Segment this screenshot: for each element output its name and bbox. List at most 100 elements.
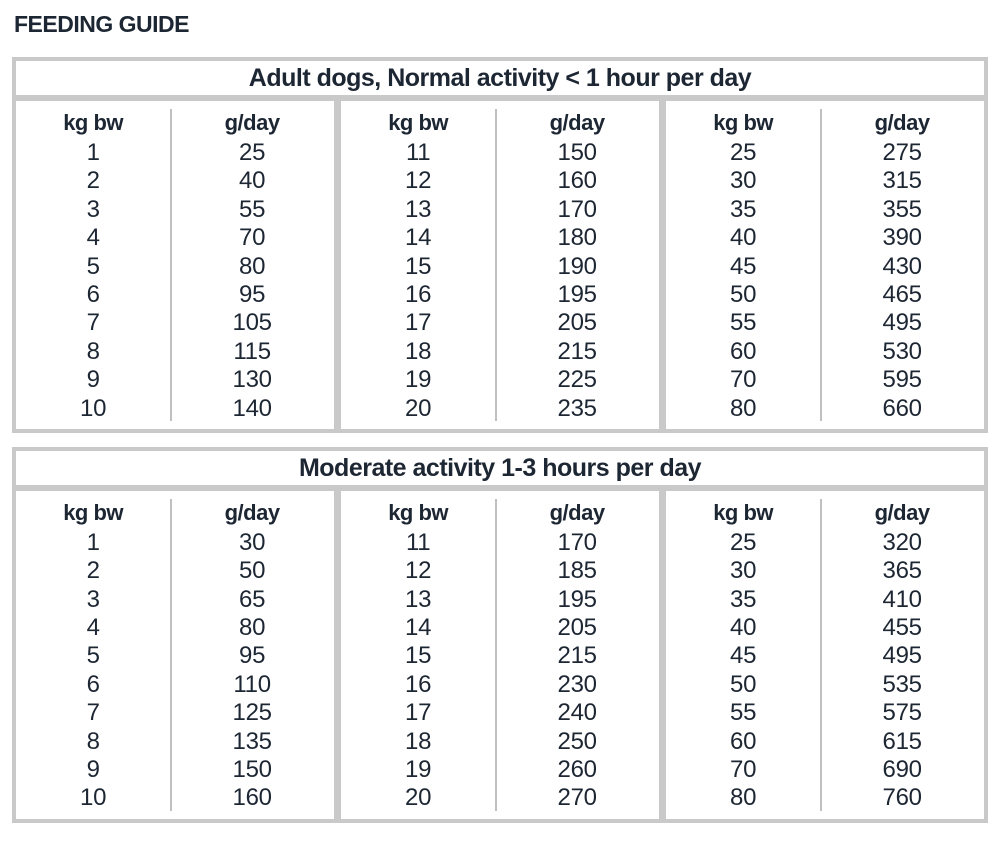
weight-column: kg bw 11 12 13 14 15 16 17 18 19 20: [341, 497, 495, 813]
weight-cell: 50: [730, 280, 757, 308]
amount-cell: 205: [557, 309, 597, 337]
amount-cell: 495: [882, 642, 922, 670]
table-block: kg bw 1 2 3 4 5 6 7 8 9 10 g/day 25 40 55 70 80 95 105 115 1…: [16, 101, 334, 429]
weight-cell: 5: [86, 252, 100, 280]
amount-cell: 70: [239, 224, 266, 252]
weight-cell: 15: [405, 252, 432, 280]
weight-cell: 13: [405, 195, 432, 223]
table-body: kg bw 1 2 3 4 5 6 7 8 9 10 g/day 25 40 55 70 80 95 105 115 1…: [16, 101, 984, 429]
amount-cell: 65: [239, 585, 266, 613]
column-header-amount: g/day: [874, 499, 930, 525]
weight-column: kg bw 1 2 3 4 5 6 7 8 9 10: [16, 497, 170, 813]
table-block: kg bw 11 12 13 14 15 16 17 18 19 20 g/day 170 185 195 2…: [341, 490, 659, 819]
amount-cell: 50: [239, 557, 266, 585]
weight-cell: 35: [730, 195, 757, 223]
amount-column: g/day 30 50 65 80 95 110 125 135 150 160: [170, 497, 334, 813]
amount-cell: 150: [557, 139, 597, 166]
amount-cell: 140: [232, 394, 272, 422]
weight-column: kg bw 1 2 3 4 5 6 7 8 9 10: [16, 107, 170, 423]
amount-cell: 215: [557, 642, 597, 670]
amount-cell: 270: [557, 784, 597, 812]
amount-cell: 125: [232, 699, 272, 727]
weight-column: kg bw 25 30 35 40 45 50 55 60 70 80: [666, 107, 820, 423]
weight-cell: 11: [405, 528, 431, 556]
amount-column: g/day 150 160 170 180 190 195 205 215 225 235: [495, 107, 659, 423]
weight-cell: 40: [730, 614, 757, 642]
weight-cell: 11: [405, 139, 431, 166]
amount-cell: 30: [239, 528, 266, 556]
amount-cell: 615: [882, 727, 922, 755]
weight-cell: 14: [405, 224, 432, 252]
weight-cell: 19: [405, 366, 432, 394]
weight-cell: 10: [80, 394, 107, 422]
amount-column: g/day 320 365 410 455 495 535 575 615 690 760: [820, 497, 984, 813]
weight-cell: 40: [730, 224, 757, 252]
weight-cell: 16: [405, 670, 432, 698]
weight-cell: 2: [86, 167, 100, 195]
weight-cell: 25: [730, 528, 757, 556]
weight-cell: 20: [405, 784, 432, 812]
weight-cell: 20: [405, 394, 432, 422]
amount-cell: 150: [232, 756, 272, 784]
amount-cell: 230: [557, 670, 597, 698]
weight-cell: 9: [86, 366, 100, 394]
amount-cell: 80: [239, 614, 266, 642]
amount-cell: 170: [557, 528, 597, 556]
weight-cell: 70: [730, 756, 757, 784]
amount-cell: 190: [557, 252, 597, 280]
column-header-amount: g/day: [549, 110, 605, 135]
weight-cell: 55: [730, 699, 757, 727]
amount-cell: 455: [882, 614, 922, 642]
amount-cell: 105: [232, 309, 272, 337]
weight-cell: 12: [405, 167, 432, 195]
weight-cell: 2: [86, 557, 100, 585]
column-divider: [820, 109, 823, 421]
column-divider: [170, 498, 173, 811]
weight-cell: 18: [405, 727, 432, 755]
weight-cell: 13: [405, 585, 432, 613]
amount-column: g/day 275 315 355 390 430 465 495 530 595 660: [820, 107, 984, 423]
amount-cell: 690: [882, 756, 922, 784]
weight-cell: 60: [730, 727, 757, 755]
amount-cell: 170: [557, 195, 597, 223]
amount-cell: 205: [557, 614, 597, 642]
weight-column: kg bw 11 12 13 14 15 16 17 18 19 20: [341, 107, 495, 423]
weight-cell: 30: [730, 557, 757, 585]
column-header-amount: g/day: [549, 499, 605, 525]
column-header-weight: kg bw: [63, 499, 124, 525]
amount-cell: 180: [557, 224, 597, 252]
feeding-table-normal-activity: Adult dogs, Normal activity < 1 hour per…: [12, 57, 988, 433]
table-title: Moderate activity 1-3 hours per day: [16, 450, 984, 485]
column-header-weight: kg bw: [713, 110, 774, 135]
amount-cell: 760: [882, 784, 922, 812]
amount-column: g/day 170 185 195 205 215 230 240 250 260 270: [495, 497, 659, 813]
amount-cell: 135: [232, 727, 272, 755]
column-header-amount: g/day: [224, 499, 280, 525]
weight-cell: 5: [86, 642, 100, 670]
amount-cell: 595: [882, 366, 922, 394]
amount-cell: 390: [882, 224, 922, 252]
weight-cell: 45: [730, 642, 757, 670]
amount-cell: 195: [557, 280, 597, 308]
column-divider: [495, 109, 498, 421]
column-header-weight: kg bw: [63, 110, 124, 135]
weight-cell: 18: [405, 337, 432, 365]
column-divider: [170, 109, 173, 421]
weight-cell: 8: [86, 727, 100, 755]
table-block: kg bw 1 2 3 4 5 6 7 8 9 10 g/day 30 50 65 80 9 5 110 125 135…: [16, 490, 334, 819]
amount-cell: 115: [233, 337, 271, 365]
weight-cell: 35: [730, 585, 757, 613]
amount-cell: 530: [882, 337, 922, 365]
amount-cell: 260: [557, 756, 597, 784]
amount-cell: 55: [239, 195, 266, 223]
amount-cell: 225: [557, 366, 597, 394]
weight-cell: 17: [405, 699, 432, 727]
amount-cell: 160: [557, 167, 597, 195]
table-body: kg bw 1 2 3 4 5 6 7 8 9 10 g/day 30 50 65 80 95 110 125 135…: [16, 490, 984, 819]
weight-cell: 9: [86, 756, 100, 784]
weight-cell: 4: [86, 614, 100, 642]
table-block: kg bw 25 30 35 40 45 50 55 60 70 80 g/day 320 365 410 4…: [666, 490, 984, 819]
amount-cell: 355: [882, 195, 922, 223]
amount-cell: 110: [233, 670, 271, 698]
